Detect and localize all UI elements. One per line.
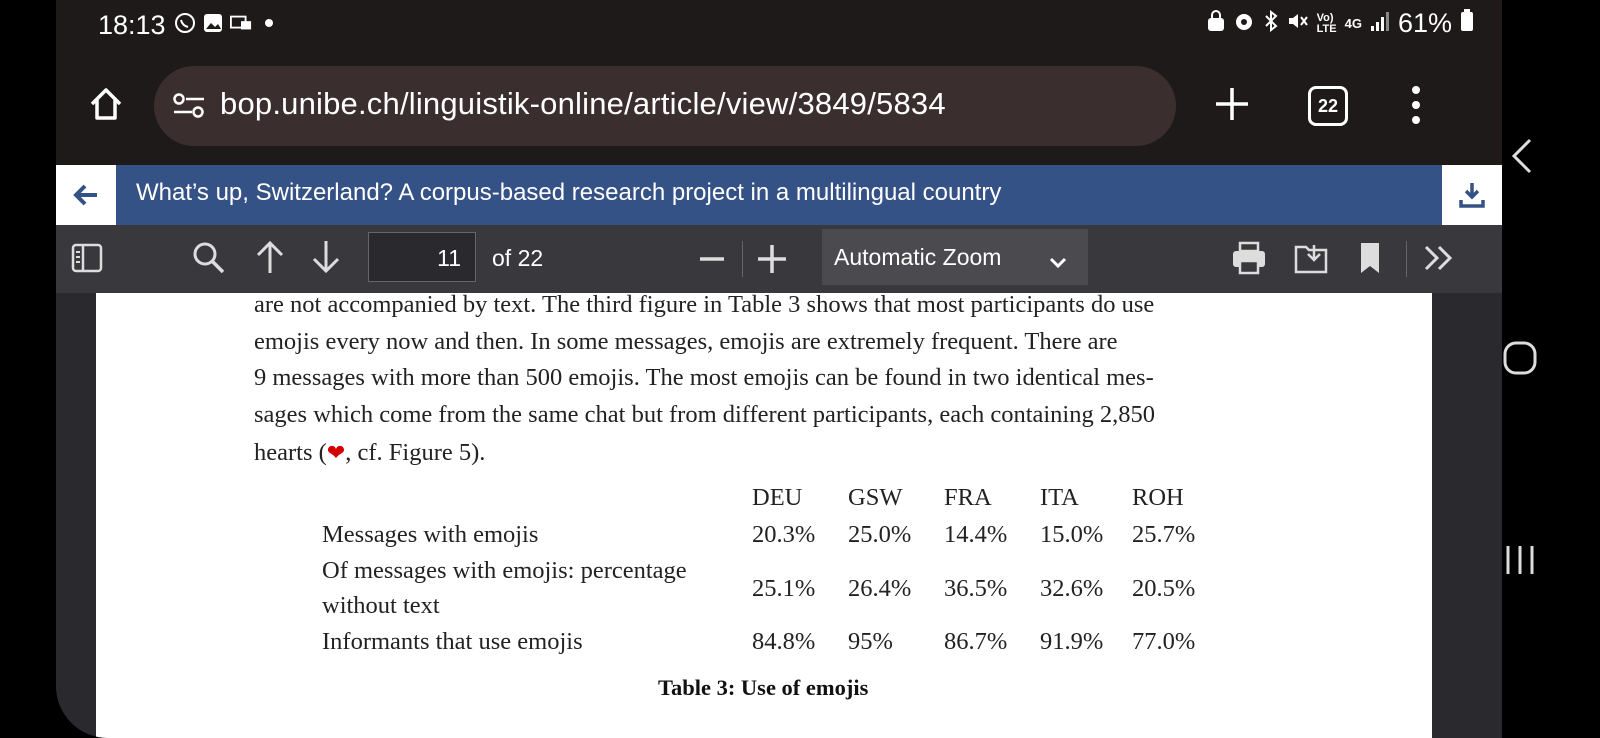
url-bar[interactable]: bop.unibe.ch/linguistik-online/article/v… <box>154 66 1176 146</box>
home-button[interactable] <box>86 84 126 129</box>
pdf-toolbar: 11 of 22 Automatic Zoom <box>56 225 1502 293</box>
phone-screen: 18:13 Vo) LTE 4G 61% <box>56 0 1502 738</box>
new-tab-button[interactable] <box>1212 84 1252 129</box>
table-header-cell: DEU <box>752 484 803 511</box>
battery-percent: 61% <box>1397 8 1452 38</box>
table-cell: 91.9% <box>1040 628 1104 655</box>
table-caption: Table 3: Use of emojis <box>658 675 869 700</box>
recents-icon <box>1506 546 1534 574</box>
search-icon[interactable] <box>190 239 228 277</box>
table-cell: 20.3% <box>752 521 816 548</box>
battery-icon <box>1460 8 1474 39</box>
browser-menu-icon[interactable] <box>1412 86 1420 124</box>
chevron-down-icon <box>1048 249 1068 276</box>
bluetooth-icon <box>1263 8 1279 39</box>
browser-address-row: bop.unibe.ch/linguistik-online/article/v… <box>56 62 1502 152</box>
text-fragment: hearts ( <box>254 439 327 466</box>
zoom-in-icon[interactable] <box>756 243 788 275</box>
table-cell: 25.7% <box>1132 521 1196 548</box>
toolbar-separator <box>742 241 743 277</box>
text-line: hearts (❤, cf. Figure 5). <box>254 435 1274 472</box>
table-header-cell: ITA <box>1040 484 1079 511</box>
table-header-cell: FRA <box>944 484 992 511</box>
table-cell: 14.4% <box>944 521 1008 548</box>
text-line: sages which come from the same chat but … <box>254 400 1155 428</box>
nav-home-button[interactable] <box>1502 340 1538 381</box>
table-cell: 36.5% <box>944 575 1008 602</box>
zoom-value: Automatic Zoom <box>834 244 1002 270</box>
nav-back-button[interactable] <box>1502 136 1538 181</box>
site-settings-icon[interactable] <box>172 92 206 125</box>
table-row-label: Of messages with emojis: percentage <box>322 557 687 584</box>
download-button[interactable] <box>1442 165 1502 225</box>
more-notifications-dot-icon <box>258 12 280 34</box>
download-icon <box>1459 183 1485 208</box>
pdf-viewer[interactable]: are not accompanied by text. The third f… <box>56 291 1502 738</box>
text-line: are not accompanied by text. The third f… <box>254 291 1155 318</box>
status-time: 18:13 <box>98 10 166 40</box>
page-number-input[interactable]: 11 <box>368 232 476 282</box>
text-line: emojis every now and then. In some messa… <box>254 327 1118 355</box>
screen-mirror-icon <box>230 12 252 34</box>
signal-icon <box>1370 8 1390 39</box>
home-icon <box>90 88 122 120</box>
system-navigation-bar <box>1502 0 1600 738</box>
sidebar-toggle-icon[interactable] <box>70 241 104 275</box>
toolbar-separator <box>1406 241 1407 277</box>
tools-menu-icon[interactable] <box>1422 243 1456 273</box>
print-icon[interactable] <box>1230 239 1268 277</box>
table-header-cell: GSW <box>848 484 903 511</box>
status-bar: 18:13 Vo) LTE 4G 61% <box>56 0 1502 52</box>
chevron-left-icon <box>1511 138 1532 174</box>
arrow-left-icon <box>73 184 97 206</box>
home-circle-icon <box>1503 341 1537 375</box>
table-row-label: Messages with emojis <box>322 521 539 548</box>
next-page-icon[interactable] <box>310 237 342 277</box>
zoom-select[interactable]: Automatic Zoom <box>822 229 1088 285</box>
whatsapp-icon <box>174 12 196 34</box>
zoom-out-icon[interactable] <box>698 249 726 269</box>
nav-recents-button[interactable] <box>1502 542 1538 583</box>
text-fragment: , cf. Figure 5). <box>345 439 486 466</box>
gallery-icon <box>202 12 224 34</box>
url-text[interactable]: bop.unibe.ch/linguistik-online/article/v… <box>220 86 946 121</box>
network-type: 4G <box>1344 16 1362 31</box>
lock-icon <box>1207 8 1225 39</box>
table-row-label: Informants that use emojis <box>322 628 583 655</box>
table-cell: 32.6% <box>1040 575 1104 602</box>
table-cell: 26.4% <box>848 575 912 602</box>
bookmark-icon[interactable] <box>1358 241 1382 275</box>
save-icon[interactable] <box>1292 239 1330 277</box>
document-title-bar: What’s up, Switzerland? A corpus-based r… <box>56 165 1502 225</box>
table-cell: 25.1% <box>752 575 816 602</box>
table-cell: 77.0% <box>1132 628 1196 655</box>
emoji-usage-table: DEU GSW FRA ITA ROH Messages with emojis… <box>96 293 1432 738</box>
previous-page-icon[interactable] <box>254 237 286 277</box>
table-cell: 20.5% <box>1132 575 1196 602</box>
mute-icon <box>1287 8 1309 39</box>
table-header-cell: ROH <box>1132 484 1184 511</box>
page-total: of 22 <box>492 245 544 271</box>
tab-switcher-button[interactable]: 22 <box>1308 86 1348 126</box>
table-cell: 15.0% <box>1040 521 1104 548</box>
table-row-label: without text <box>322 592 440 619</box>
plus-icon <box>1216 88 1248 120</box>
notification-icons <box>174 12 280 34</box>
volte-icon: Vo) LTE <box>1316 11 1337 35</box>
heart-emoji: ❤ <box>326 440 346 465</box>
table-cell: 95% <box>848 628 893 655</box>
text-line: 9 messages with more than 500 emojis. Th… <box>254 364 1154 391</box>
status-right: Vo) LTE 4G 61% <box>1207 8 1474 39</box>
alarm-icon <box>1233 8 1255 39</box>
table-cell: 84.8% <box>752 628 816 655</box>
back-button[interactable] <box>56 165 116 225</box>
pdf-page: are not accompanied by text. The third f… <box>96 291 1432 738</box>
document-title: What’s up, Switzerland? A corpus-based r… <box>136 179 1002 206</box>
body-paragraph: are not accompanied by text. The third f… <box>254 287 1274 472</box>
table-cell: 86.7% <box>944 628 1008 655</box>
table-cell: 25.0% <box>848 521 912 548</box>
